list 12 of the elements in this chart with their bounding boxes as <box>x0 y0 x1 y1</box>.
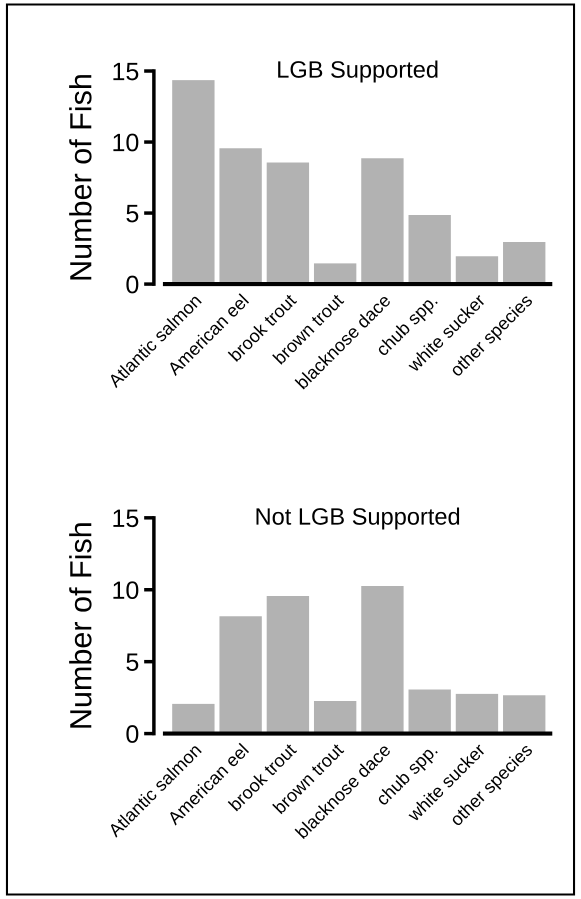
chart-title: LGB Supported <box>278 60 438 82</box>
y-tick-label: 0 <box>126 725 138 743</box>
y-tick-label: 0 <box>126 276 138 294</box>
y-tick-label: 15 <box>113 62 138 80</box>
y-axis-title: Number of Fish <box>69 523 92 728</box>
y-axis-title: Number of Fish <box>69 75 92 280</box>
y-tick-label: 5 <box>126 204 138 222</box>
y-tick-label: 15 <box>113 510 138 528</box>
y-tick-label: 10 <box>113 134 138 152</box>
y-tick-label: 5 <box>126 654 138 671</box>
y-tick-label: 10 <box>113 581 138 600</box>
chart-title: Not LGB Supported <box>256 507 460 530</box>
